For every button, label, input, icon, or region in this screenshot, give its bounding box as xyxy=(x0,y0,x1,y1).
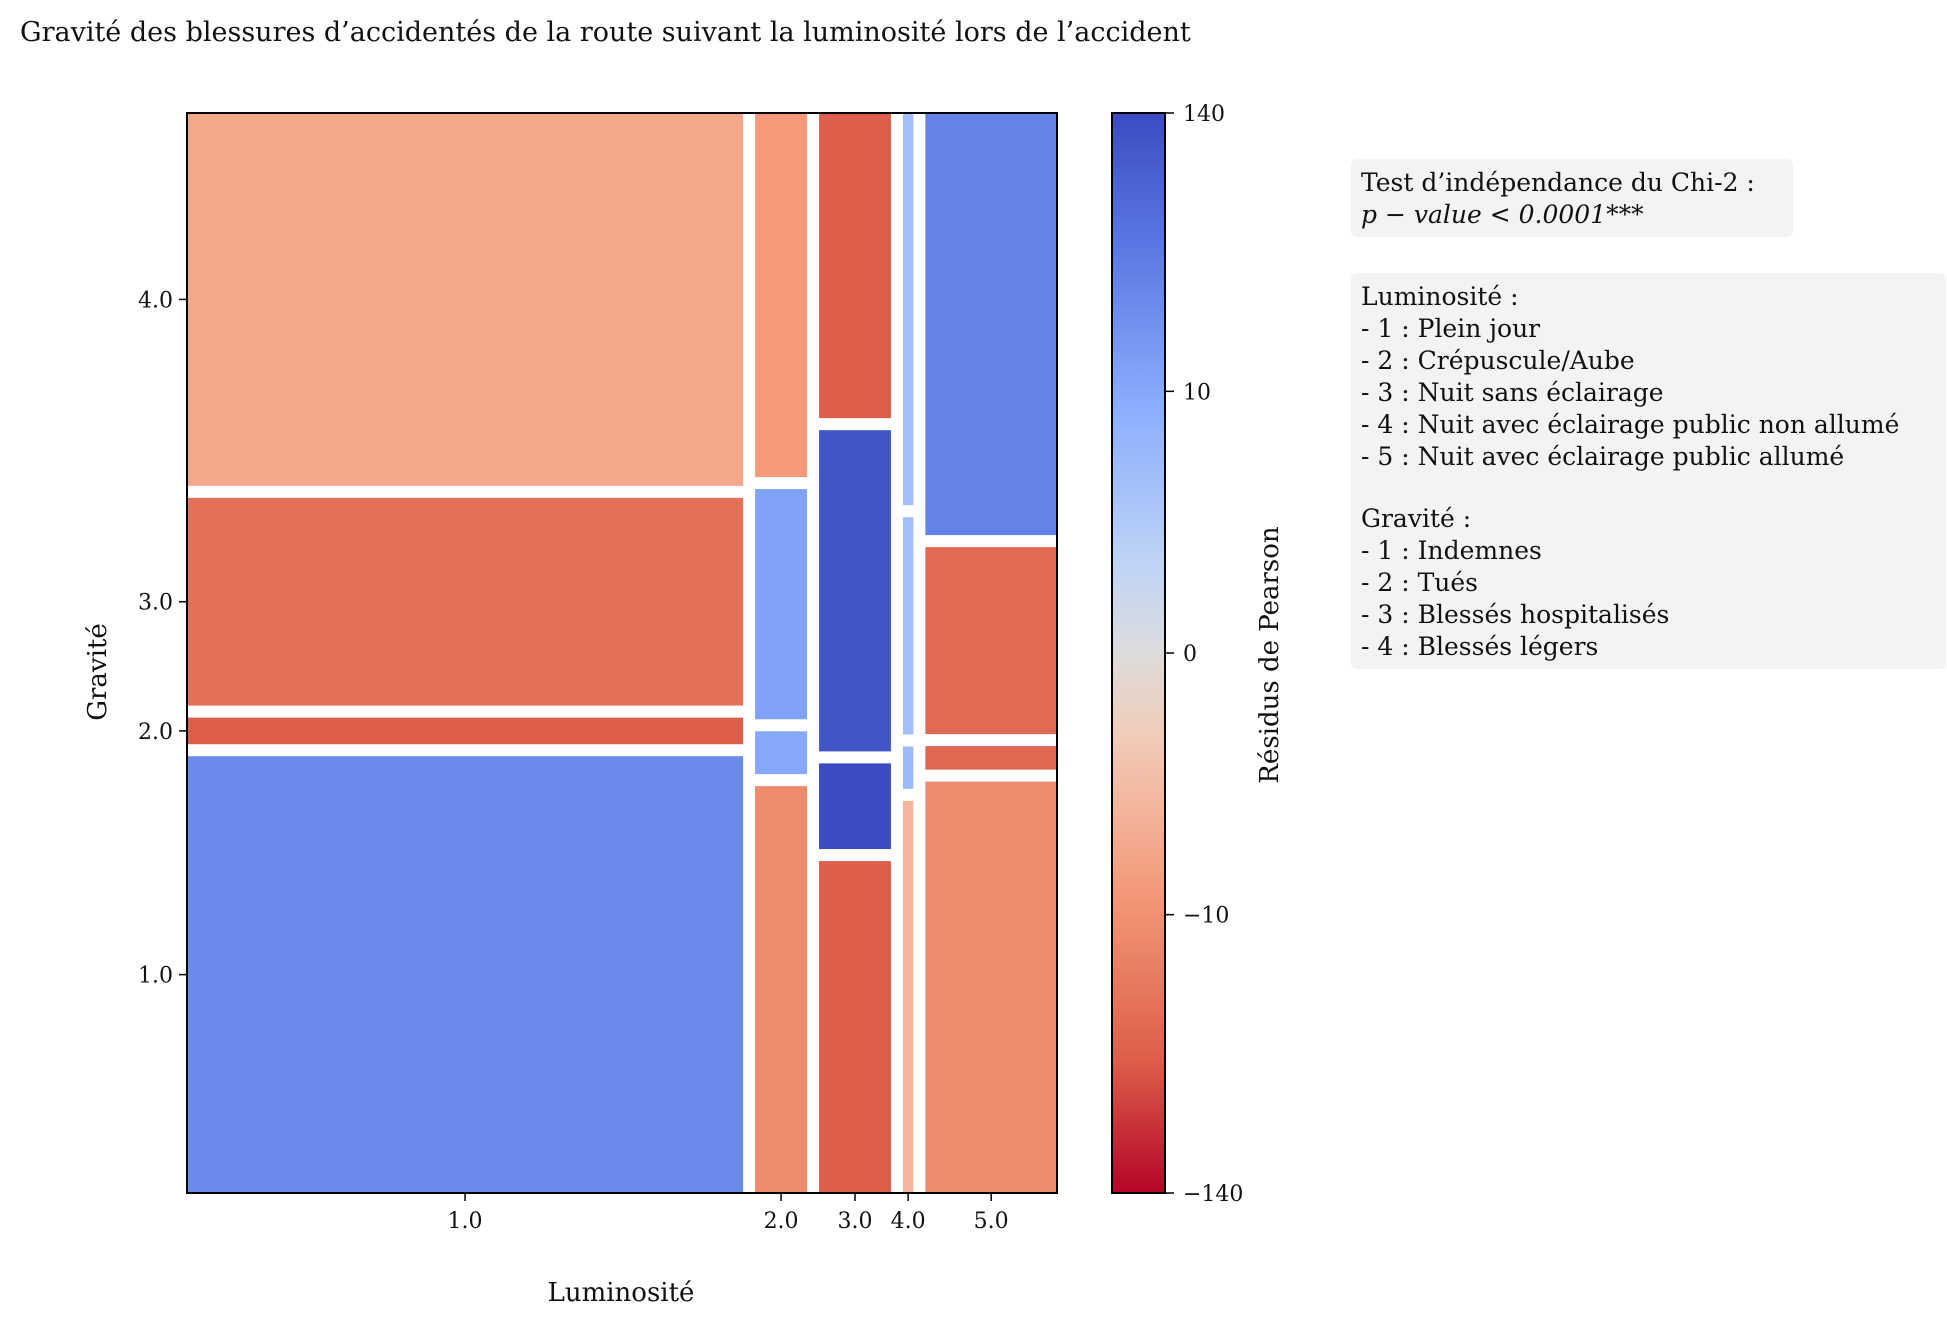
x-tick-label: 3.0 xyxy=(838,1209,873,1234)
y-axis-label: Gravité xyxy=(83,623,113,721)
mosaic-cell xyxy=(755,731,808,775)
mosaic-cell xyxy=(902,517,914,735)
gravite-legend-item: - 3 : Blessés hospitalisés xyxy=(1361,600,1670,629)
x-tick-label: 2.0 xyxy=(764,1209,799,1234)
luminosite-legend-item: - 3 : Nuit sans éclairage xyxy=(1361,378,1664,407)
mosaic-cell xyxy=(819,113,891,419)
mosaic-cell xyxy=(187,497,744,706)
y-tick-label: 3.0 xyxy=(138,591,173,616)
colorbar xyxy=(1111,112,1166,1194)
mosaic-cell xyxy=(187,756,744,1193)
mosaic-cell xyxy=(925,781,1057,1193)
x-axis-label: Luminosité xyxy=(548,1278,695,1308)
colorbar-tick-label: 0 xyxy=(1183,642,1197,667)
luminosite-legend-item: - 5 : Nuit avec éclairage public allumé xyxy=(1361,442,1845,471)
mosaic-cell xyxy=(902,800,914,1193)
luminosite-legend-title: Luminosité : xyxy=(1361,282,1519,311)
mosaic-cell xyxy=(819,430,891,752)
plot-frame xyxy=(186,112,1058,1194)
chart-title: Gravité des blessures d’accidentés de la… xyxy=(20,17,1191,48)
mosaic-cell xyxy=(755,113,808,478)
colorbar-tick-label: −140 xyxy=(1183,1182,1243,1207)
p-value-text: p − value < 0.0001*** xyxy=(1361,200,1644,229)
mosaic-cell xyxy=(925,746,1057,770)
mosaic-cell xyxy=(187,113,744,486)
x-axis: 1.0 2.0 3.0 4.0 5.0 xyxy=(448,1193,1009,1234)
chi2-test-box: Test d’indépendance du Chi-2 : p − value… xyxy=(1351,159,1793,237)
mosaic-cell xyxy=(755,489,808,720)
mosaic-cell xyxy=(755,786,808,1193)
luminosite-legend-item: - 2 : Crépuscule/Aube xyxy=(1361,346,1635,375)
colorbar-ticks: 140 10 0 −10 −140 xyxy=(1165,102,1243,1207)
mosaic-cell xyxy=(925,113,1057,536)
mosaic-cell xyxy=(925,547,1057,735)
mosaic-cell xyxy=(187,717,744,745)
y-axis: 1.0 2.0 3.0 4.0 xyxy=(138,288,187,989)
x-tick-label: 5.0 xyxy=(974,1209,1009,1234)
chi2-test-title: Test d’indépendance du Chi-2 : xyxy=(1361,168,1755,197)
gravite-legend-item: - 4 : Blessés légers xyxy=(1361,632,1599,661)
luminosite-legend-item: - 1 : Plein jour xyxy=(1361,314,1541,343)
x-tick-label: 4.0 xyxy=(891,1209,926,1234)
plot-area xyxy=(187,113,1057,1193)
y-tick-label: 4.0 xyxy=(138,288,173,313)
mosaic-cell xyxy=(819,861,891,1193)
gravite-legend-item: - 2 : Tués xyxy=(1361,568,1479,597)
gravite-legend-title: Gravité : xyxy=(1361,504,1472,533)
legend-box: Luminosité : - 1 : Plein jour - 2 : Crép… xyxy=(1351,273,1946,669)
y-tick-label: 2.0 xyxy=(138,720,173,745)
luminosite-legend-item: - 4 : Nuit avec éclairage public non all… xyxy=(1361,410,1900,439)
mosaic-cell xyxy=(902,746,914,789)
gravite-legend-item: - 1 : Indemnes xyxy=(1361,536,1542,565)
colorbar-tick-label: −10 xyxy=(1183,904,1229,929)
y-tick-label: 1.0 xyxy=(138,964,173,989)
colorbar-tick-label: 10 xyxy=(1183,380,1211,405)
mosaic-cell xyxy=(902,113,914,506)
x-tick-label: 1.0 xyxy=(448,1209,483,1234)
colorbar-label: Résidus de Pearson xyxy=(1255,526,1285,784)
mosaic-cell xyxy=(819,763,891,850)
colorbar-tick-label: 140 xyxy=(1183,102,1225,127)
